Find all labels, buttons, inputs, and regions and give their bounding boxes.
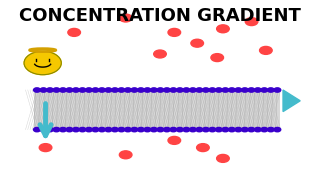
Circle shape <box>254 88 261 92</box>
Circle shape <box>124 127 131 132</box>
Circle shape <box>211 54 223 62</box>
Circle shape <box>68 28 80 36</box>
Circle shape <box>34 127 40 132</box>
Circle shape <box>111 127 118 132</box>
Circle shape <box>196 88 203 92</box>
Circle shape <box>85 127 92 132</box>
Circle shape <box>222 127 229 132</box>
Circle shape <box>217 154 229 162</box>
Circle shape <box>144 127 151 132</box>
Circle shape <box>46 88 53 92</box>
Circle shape <box>118 88 125 92</box>
Circle shape <box>261 127 268 132</box>
Circle shape <box>92 88 99 92</box>
Circle shape <box>217 25 229 33</box>
Circle shape <box>196 144 209 152</box>
Text: CONCENTRATION GRADIENT: CONCENTRATION GRADIENT <box>19 7 301 25</box>
Circle shape <box>124 88 131 92</box>
Circle shape <box>118 127 125 132</box>
Circle shape <box>209 88 216 92</box>
Circle shape <box>111 88 118 92</box>
Circle shape <box>40 127 47 132</box>
Circle shape <box>150 88 157 92</box>
Circle shape <box>170 127 177 132</box>
Circle shape <box>79 127 86 132</box>
Circle shape <box>241 127 248 132</box>
Circle shape <box>176 127 183 132</box>
Circle shape <box>79 88 86 92</box>
Circle shape <box>99 127 105 132</box>
Circle shape <box>268 127 274 132</box>
Circle shape <box>241 88 248 92</box>
Circle shape <box>99 88 105 92</box>
Circle shape <box>222 88 229 92</box>
Circle shape <box>189 88 196 92</box>
Circle shape <box>176 88 183 92</box>
Circle shape <box>60 127 66 132</box>
Circle shape <box>209 127 216 132</box>
Circle shape <box>40 88 47 92</box>
Circle shape <box>138 127 144 132</box>
Circle shape <box>34 88 40 92</box>
Circle shape <box>60 88 66 92</box>
Circle shape <box>261 88 268 92</box>
FancyBboxPatch shape <box>34 90 280 130</box>
Circle shape <box>73 127 79 132</box>
Circle shape <box>274 88 281 92</box>
Circle shape <box>150 127 157 132</box>
Circle shape <box>168 28 180 36</box>
Circle shape <box>196 127 203 132</box>
Circle shape <box>157 88 164 92</box>
Circle shape <box>260 46 272 54</box>
Circle shape <box>228 88 235 92</box>
Circle shape <box>105 88 112 92</box>
Circle shape <box>66 127 73 132</box>
Circle shape <box>144 88 151 92</box>
Circle shape <box>164 88 170 92</box>
Circle shape <box>228 127 235 132</box>
Circle shape <box>105 127 112 132</box>
Circle shape <box>164 127 170 132</box>
Circle shape <box>248 88 255 92</box>
Circle shape <box>157 127 164 132</box>
Circle shape <box>203 127 209 132</box>
Polygon shape <box>283 90 300 112</box>
Circle shape <box>24 51 61 75</box>
Circle shape <box>168 136 180 144</box>
Circle shape <box>268 88 274 92</box>
Circle shape <box>183 127 190 132</box>
Circle shape <box>235 88 242 92</box>
Circle shape <box>191 39 204 47</box>
Circle shape <box>215 88 222 92</box>
Circle shape <box>73 88 79 92</box>
Circle shape <box>39 144 52 152</box>
Circle shape <box>46 127 53 132</box>
Circle shape <box>248 127 255 132</box>
Circle shape <box>154 50 166 58</box>
Circle shape <box>119 14 132 22</box>
Circle shape <box>53 127 60 132</box>
Circle shape <box>183 88 190 92</box>
Circle shape <box>235 127 242 132</box>
Circle shape <box>203 88 209 92</box>
Circle shape <box>66 88 73 92</box>
Circle shape <box>131 127 138 132</box>
Circle shape <box>245 18 258 26</box>
Circle shape <box>131 88 138 92</box>
Circle shape <box>254 127 261 132</box>
Circle shape <box>85 88 92 92</box>
Circle shape <box>170 88 177 92</box>
Circle shape <box>274 127 281 132</box>
Circle shape <box>215 127 222 132</box>
Circle shape <box>138 88 144 92</box>
Circle shape <box>92 127 99 132</box>
Circle shape <box>119 151 132 159</box>
Circle shape <box>53 88 60 92</box>
Circle shape <box>189 127 196 132</box>
